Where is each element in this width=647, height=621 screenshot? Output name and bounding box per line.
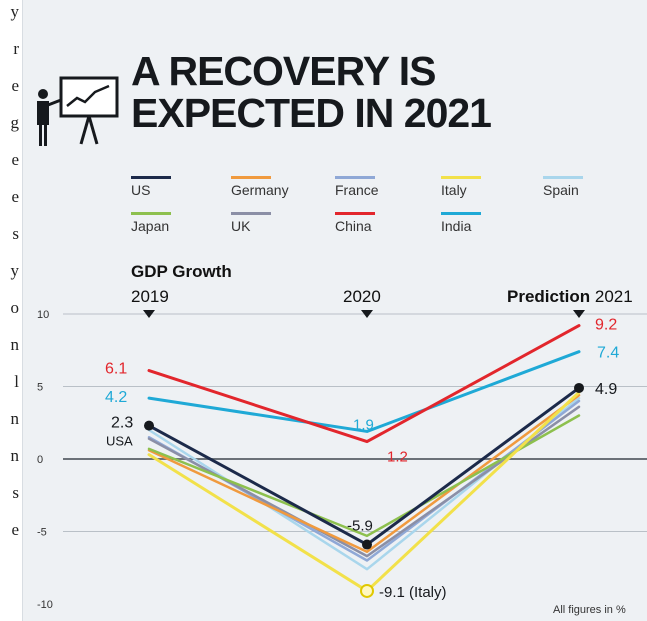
cropped-letter: r [13, 39, 19, 58]
year-2020-label: 2020 [343, 287, 381, 306]
cropped-letter: g [10, 113, 20, 132]
legend-swatch [131, 176, 171, 179]
data-label: 7.4 [597, 345, 619, 362]
legend-label: France [335, 182, 379, 198]
data-label: 1.2 [387, 449, 408, 466]
gdp-heading: GDP Growth [131, 262, 232, 281]
data-label: 9.2 [595, 317, 617, 334]
data-label: -5.9 [347, 518, 373, 535]
cropped-letter: e [11, 150, 19, 169]
legend-label: UK [231, 218, 251, 234]
series-line-japan [147, 414, 581, 538]
italy-2020-point [360, 583, 374, 598]
year-2021-label: Prediction 2021 [507, 287, 633, 307]
us-point [574, 382, 584, 393]
cropped-letter: n [10, 409, 20, 428]
data-label: -9.1 (Italy) [379, 584, 447, 601]
cropped-letter: y [10, 261, 20, 280]
cropped-letter: o [10, 298, 20, 317]
legend-label: Italy [441, 182, 467, 198]
data-label: 2.3 [111, 415, 133, 432]
legend-item-us: US [131, 176, 171, 198]
cropped-letter: e [11, 76, 19, 95]
cropped-letter: s [12, 483, 19, 502]
legend-label: India [441, 218, 472, 234]
gdp-line-chart: 10 5 0 -5 -10 6.1 4.2 2.3 USA 1.9 1.2 -5.9 -9.1 (Ita… [37, 309, 647, 611]
y-tick-label: -5 [37, 527, 47, 539]
y-tick-label: 10 [37, 309, 49, 321]
legend-swatch [335, 212, 375, 215]
cropped-letter: y [10, 2, 20, 21]
legend-swatch [231, 176, 271, 179]
legend-item-india: India [441, 212, 481, 234]
legend-item-china: China [335, 212, 375, 234]
footnote: All figures in % [553, 604, 626, 616]
year-2021-value: 2021 [594, 287, 633, 306]
series-line-china [147, 324, 581, 444]
series-line-germany [147, 393, 581, 554]
legend-swatch [335, 176, 375, 179]
cropped-letter: n [10, 335, 20, 354]
year-marker [361, 310, 373, 318]
cropped-letter: e [11, 520, 19, 539]
presenter-icon [37, 76, 119, 146]
legend-label: China [335, 218, 372, 234]
legend-item-germany: Germany [231, 176, 289, 198]
legend-swatch [441, 212, 481, 215]
infographic-card: A RECOVERY IS EXPECTED IN 2021 US Germany… [22, 0, 647, 621]
legend-swatch [131, 212, 171, 215]
series-line-india [147, 350, 581, 433]
cropped-letter: n [10, 446, 20, 465]
cropped-letter: l [14, 372, 19, 391]
data-label: 4.9 [595, 381, 617, 398]
y-tick-label: -10 [37, 599, 53, 611]
y-tick-label: 0 [37, 454, 43, 466]
data-label: 1.9 [353, 416, 374, 433]
year-marker [143, 310, 155, 318]
legend-item-italy: Italy [441, 176, 481, 198]
cropped-letter: e [11, 187, 19, 206]
legend-item-spain: Spain [543, 176, 583, 198]
cropped-letter: s [12, 224, 19, 243]
year-marker [573, 310, 585, 318]
data-label: 6.1 [105, 361, 127, 378]
chart-title: A RECOVERY IS EXPECTED IN 2021 [131, 48, 492, 136]
y-tick-label: 5 [37, 382, 43, 394]
year-2019-label: 2019 [131, 287, 169, 306]
legend-item-uk: UK [231, 212, 271, 234]
legend-label: US [131, 182, 151, 198]
legend-swatch [543, 176, 583, 179]
legend-label: Spain [543, 182, 579, 198]
us-point [144, 420, 154, 431]
data-label: USA [106, 434, 133, 449]
prediction-word: Prediction [507, 287, 591, 306]
legend-swatch [441, 176, 481, 179]
legend-label: Germany [231, 182, 289, 198]
us-point [362, 539, 372, 550]
legend-item-japan: Japan [131, 212, 171, 234]
legend-swatch [231, 212, 271, 215]
legend-label: Japan [131, 218, 170, 234]
legend-item-france: France [335, 176, 379, 198]
data-label: 4.2 [105, 389, 127, 406]
